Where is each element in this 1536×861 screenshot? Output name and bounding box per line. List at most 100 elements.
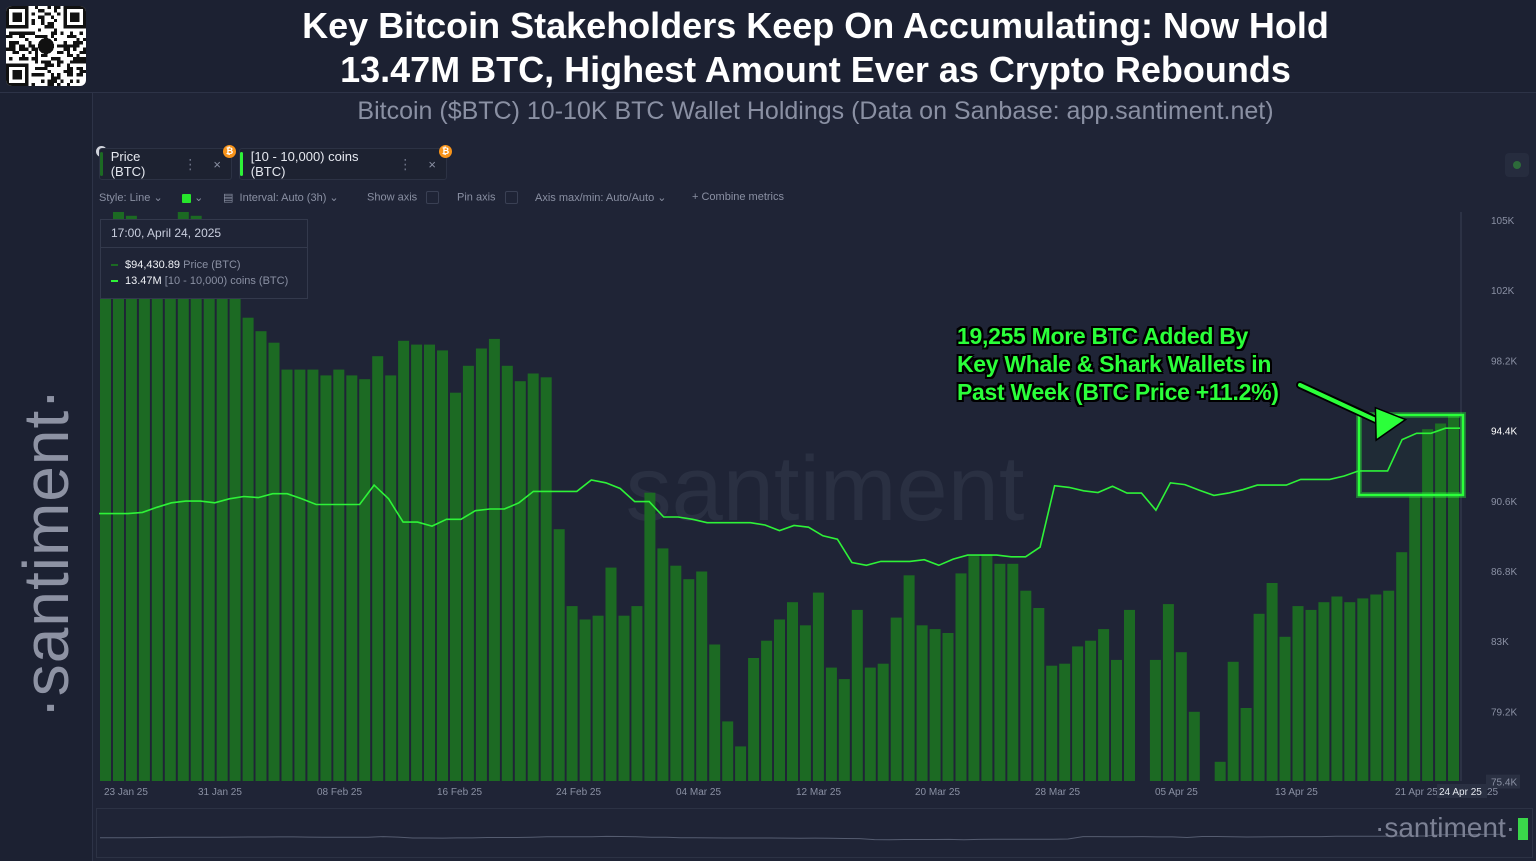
price-bar: [437, 350, 448, 781]
x-axis-tick-label: 31 Jan 25: [198, 787, 242, 798]
highlight-glow: [1356, 412, 1466, 498]
color-swatch-icon: [182, 193, 191, 203]
price-bar: [1111, 659, 1122, 781]
price-bar: [1357, 598, 1369, 781]
holdings-line: [99, 427, 1460, 567]
price-bar: [475, 348, 487, 781]
pin-axis-toggle[interactable]: Pin axis: [457, 191, 518, 204]
tab-holdings-menu-icon[interactable]: ⋮: [398, 155, 413, 172]
price-bar: [1072, 646, 1084, 781]
price-bar: [851, 609, 863, 781]
price-bar: [229, 225, 241, 781]
tooltip-price-value: $94,430.89: [125, 259, 181, 271]
y-axis-tick-label: 94.4K: [1491, 427, 1517, 438]
price-bar: [450, 392, 461, 781]
bitcoin-badge-icon: ₿: [439, 145, 452, 158]
price-bar: [1162, 604, 1174, 781]
price-bar: [709, 644, 721, 781]
highlight-box: [1357, 413, 1465, 497]
price-bar: [605, 567, 617, 781]
color-select[interactable]: ⌄: [182, 191, 203, 204]
price-bar: [1396, 552, 1408, 781]
x-axis-tick-label: 24 Feb 25: [556, 787, 601, 798]
price-bar: [748, 658, 760, 781]
price-bar: [113, 212, 124, 781]
price-bar: [1409, 496, 1421, 781]
axis-maxmin-select[interactable]: Axis max/min: Auto/Auto ⌄: [535, 191, 667, 204]
x-axis-tick-label: 12 Mar 25: [796, 787, 841, 798]
price-bar: [1448, 415, 1459, 781]
chart-tooltip: 17:00, April 24, 2025 $94,430.89 Price (…: [100, 219, 308, 299]
price-bar: [462, 365, 474, 781]
combine-metrics-button[interactable]: + Combine metrics: [692, 191, 785, 203]
x-axis-tick-label: 05 Apr 25: [1155, 787, 1198, 798]
price-bar: [1331, 596, 1343, 781]
price-bar: [825, 667, 837, 781]
style-select-label: Style: Line: [99, 192, 151, 204]
annotation-line-1: 19,255 More BTC Added By: [957, 323, 1249, 349]
tab-price-menu-icon[interactable]: ⋮: [183, 155, 198, 172]
price-bar: [1305, 609, 1317, 781]
show-axis-toggle[interactable]: Show axis: [367, 191, 440, 204]
price-bar: [1435, 423, 1447, 781]
interval-select[interactable]: ▤ Interval: Auto (3h) ⌄: [223, 191, 339, 204]
axis-min-tag: [1486, 774, 1520, 789]
price-bar: [320, 375, 332, 781]
x-axis-tick-label: 04 Mar 25: [676, 787, 721, 798]
tooltip-holdings-label: [10 - 10,000) coins (BTC): [164, 275, 289, 287]
price-bar: [1318, 602, 1330, 781]
x-axis-tick-label: 20 Mar 25: [915, 787, 960, 798]
tab-price-btc[interactable]: Price (BTC) ⋮ ×: [99, 148, 232, 180]
price-bar: [255, 331, 267, 781]
x-axis-tick-label: 08 Feb 25: [317, 787, 362, 798]
x-axis-tick-label: 21 Apr 25: [1395, 787, 1438, 798]
price-bar: [592, 615, 604, 781]
style-select[interactable]: Style: Line ⌄: [99, 191, 163, 204]
tab-holdings-label: [10 - 10,000) coins (BTC): [250, 149, 359, 179]
price-bar: [164, 240, 176, 782]
price-bar: [307, 369, 319, 781]
tooltip-holdings-value: 13.47M: [125, 275, 162, 287]
range-navigator[interactable]: [96, 808, 1533, 858]
price-bar: [1059, 663, 1071, 781]
chevron-down-icon: ⌄: [194, 192, 204, 204]
price-bar: [864, 667, 876, 781]
chevron-down-icon: ⌄: [329, 192, 339, 204]
price-bar: [540, 377, 552, 781]
price-bar: [333, 369, 345, 781]
chart-annotation: 19,255 More BTC Added By Key Whale & Sha…: [957, 322, 1279, 406]
left-brand-strip: ·santiment·: [0, 93, 93, 861]
tab-price-close-icon[interactable]: ×: [213, 156, 221, 172]
price-swatch: [111, 264, 118, 267]
price-bar: [735, 746, 747, 781]
x-axis-tick-label: 23 Jan 25: [104, 787, 148, 798]
price-bar: [125, 215, 137, 782]
price-bar: [696, 571, 708, 781]
price-bar: [1098, 629, 1110, 781]
price-bar: [1020, 590, 1032, 781]
price-bar: [1007, 563, 1019, 781]
price-bar: [1292, 606, 1304, 781]
y-axis-tick-label: 90.6K: [1491, 497, 1517, 508]
page-subtitle: Bitcoin ($BTC) 10-10K BTC Wallet Holding…: [357, 97, 1274, 125]
x-axis-tick-label: 28 Mar 25: [1035, 787, 1080, 798]
tooltip-price-row: $94,430.89 Price (BTC): [111, 259, 241, 271]
tab-holdings-close-icon[interactable]: ×: [428, 156, 436, 172]
price-bar: [1085, 640, 1097, 781]
price-bar: [903, 575, 915, 781]
price-bar: [1149, 659, 1161, 781]
tab-price-label: Price (BTC): [110, 149, 146, 179]
price-color-marker: [100, 152, 103, 176]
settings-toggle-button[interactable]: [1505, 153, 1529, 177]
tab-holdings[interactable]: [10 - 10,000) coins (BTC) ⋮ ×: [239, 148, 447, 180]
holdings-swatch: [111, 280, 118, 283]
show-axis-checkbox[interactable]: [426, 191, 440, 204]
y-axis-tick-label: 102K: [1491, 286, 1515, 297]
price-bar: [761, 640, 773, 781]
price-bar: [1383, 590, 1395, 781]
price-bar: [1240, 708, 1252, 781]
pin-axis-checkbox[interactable]: [504, 191, 518, 204]
price-bar: [774, 619, 785, 781]
price-bar: [955, 573, 967, 781]
